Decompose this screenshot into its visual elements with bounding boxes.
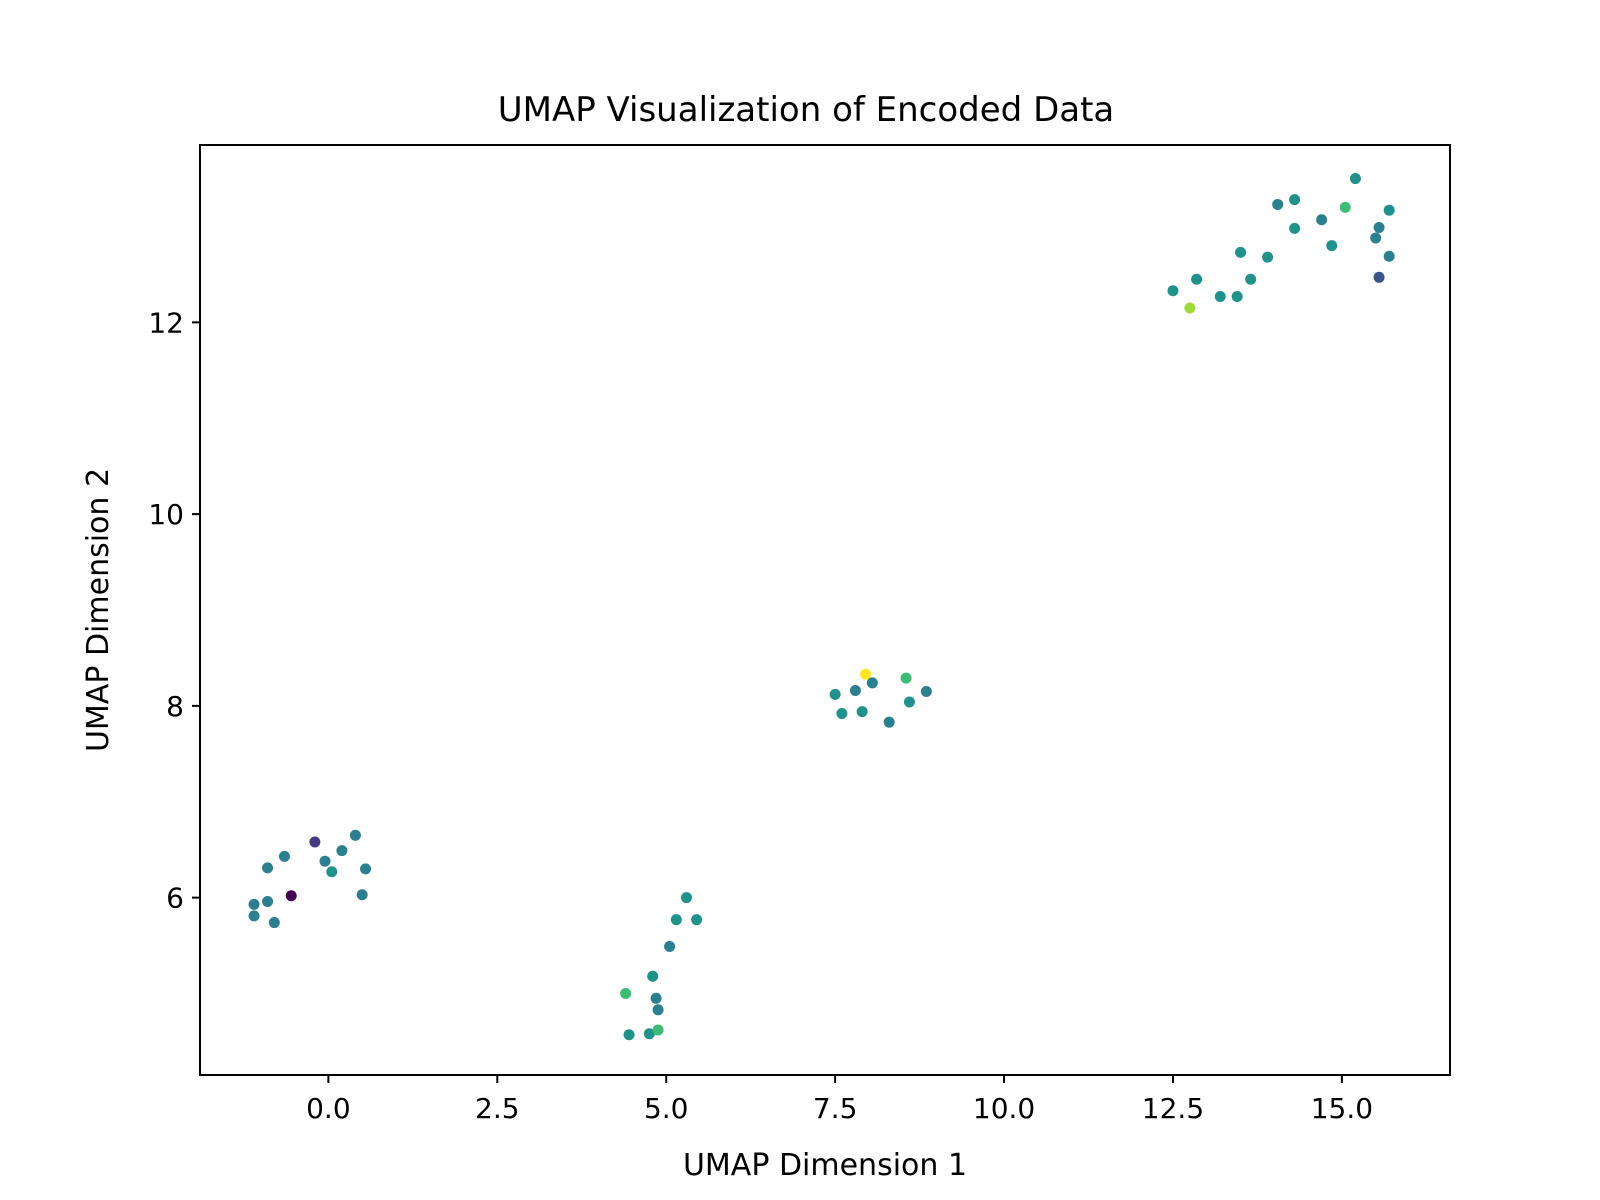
- data-point: [652, 1004, 664, 1016]
- y-axis-ticks: 6 8 10 12: [148, 306, 200, 915]
- data-point: [860, 668, 872, 680]
- x-tick-label: 0.0: [306, 1092, 351, 1125]
- data-point: [883, 716, 895, 728]
- data-point: [262, 895, 274, 907]
- y-tick-label: 10: [148, 498, 184, 531]
- data-point: [1262, 251, 1274, 263]
- data-point: [349, 829, 361, 841]
- data-point: [849, 685, 861, 697]
- data-point: [1289, 194, 1301, 206]
- data-point: [1339, 201, 1351, 213]
- data-point: [664, 941, 676, 953]
- data-point: [1370, 232, 1382, 244]
- data-point: [866, 677, 878, 689]
- x-tick-label: 10.0: [973, 1092, 1035, 1125]
- data-point: [1383, 250, 1395, 262]
- data-point: [1289, 222, 1301, 234]
- data-point: [278, 850, 290, 862]
- data-point: [309, 836, 321, 848]
- data-point: [356, 889, 368, 901]
- data-point: [1214, 290, 1226, 302]
- y-tick-label: 12: [148, 306, 184, 339]
- data-point: [319, 855, 331, 867]
- x-tick-label: 12.5: [1142, 1092, 1204, 1125]
- data-point: [1373, 271, 1385, 283]
- data-point: [262, 862, 274, 874]
- data-points: [248, 173, 1395, 1041]
- data-point: [623, 1029, 635, 1041]
- data-point: [1349, 173, 1361, 185]
- data-point: [670, 914, 682, 926]
- data-point: [268, 917, 280, 929]
- data-point: [647, 970, 659, 982]
- data-point: [285, 890, 297, 902]
- data-point: [1231, 290, 1243, 302]
- data-point: [691, 914, 703, 926]
- data-point: [836, 708, 848, 720]
- x-axis-label: UMAP Dimension 1: [683, 1148, 967, 1183]
- data-point: [643, 1028, 655, 1040]
- x-axis-ticks: 0.0 2.5 5.0 7.5 10.0 12.5 15.0: [306, 1075, 1373, 1125]
- y-tick-label: 8: [166, 690, 184, 723]
- data-point: [1383, 204, 1395, 216]
- data-point: [680, 892, 692, 904]
- x-tick-label: 7.5: [813, 1092, 858, 1125]
- y-tick-label: 6: [166, 882, 184, 915]
- data-point: [326, 866, 338, 878]
- data-point: [1167, 285, 1179, 297]
- data-point: [620, 988, 632, 1000]
- data-point: [248, 910, 260, 922]
- y-axis-label: UMAP Dimension 2: [81, 468, 116, 752]
- data-point: [1373, 221, 1385, 233]
- x-tick-label: 2.5: [475, 1092, 520, 1125]
- data-point: [1245, 273, 1257, 285]
- data-point: [1272, 198, 1284, 210]
- data-point: [1316, 214, 1328, 226]
- data-point: [1235, 246, 1247, 258]
- data-point: [900, 672, 912, 684]
- data-point: [856, 706, 868, 718]
- data-point: [652, 1024, 664, 1036]
- plot-frame: [199, 144, 1451, 1076]
- data-point: [248, 898, 260, 910]
- data-point: [1184, 302, 1196, 314]
- chart-title: UMAP Visualization of Encoded Data: [498, 90, 1115, 130]
- data-point: [360, 863, 372, 875]
- data-point: [1191, 273, 1203, 285]
- data-point: [650, 992, 662, 1004]
- data-point: [1326, 240, 1338, 252]
- data-point: [903, 696, 915, 708]
- data-point: [920, 685, 932, 697]
- data-point: [829, 688, 841, 700]
- data-point: [336, 845, 348, 857]
- x-tick-label: 5.0: [644, 1092, 689, 1125]
- x-tick-label: 15.0: [1311, 1092, 1373, 1125]
